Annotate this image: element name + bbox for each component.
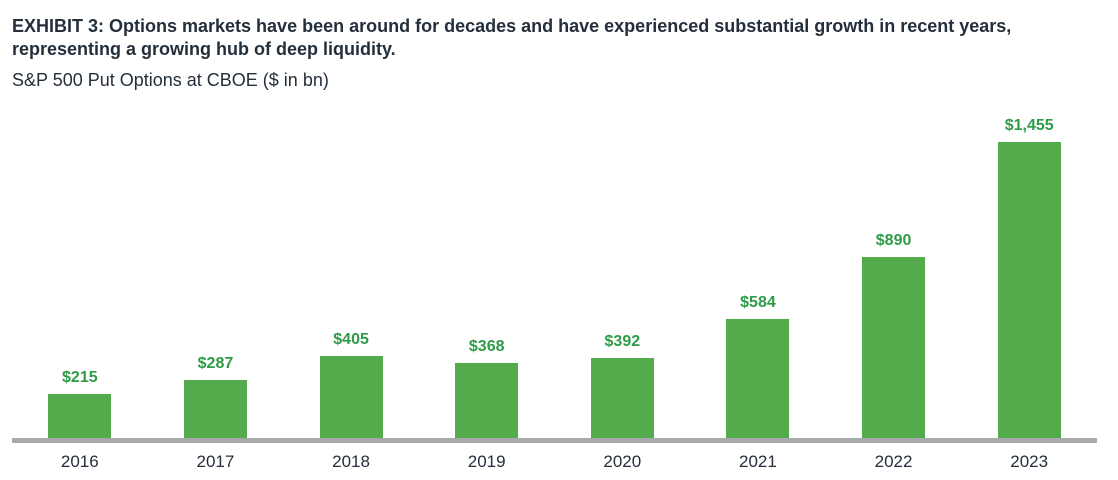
x-axis-tick-labels: 2016 2017 2018 2019 2020 2021 2022 2023 <box>12 443 1097 472</box>
bar-column-2018: $405 <box>283 108 419 438</box>
value-label-2018: $405 <box>333 331 369 348</box>
bar-2023 <box>997 142 1061 438</box>
bar-column-2019: $368 <box>419 108 555 438</box>
bar-2019 <box>455 363 519 438</box>
bar-2018 <box>319 356 383 438</box>
value-label-2019: $368 <box>468 338 505 355</box>
bar-column-2017: $287 <box>148 108 284 438</box>
bar-column-2016: $215 <box>12 108 148 438</box>
bar-2022 <box>862 257 926 438</box>
value-label-2020: $392 <box>604 333 641 350</box>
value-label-2022: $890 <box>875 232 912 249</box>
bar-column-2021: $584 <box>690 108 826 438</box>
bar-2020 <box>590 358 654 438</box>
x-tick-label-2019: 2019 <box>467 452 506 471</box>
bar-column-2023: $1,455 <box>961 108 1097 438</box>
chart-subtitle: S&P 500 Put Options at CBOE ($ in bn) <box>12 70 329 90</box>
x-tick-label-2020: 2020 <box>603 452 642 471</box>
bar-column-2022: $890 <box>826 108 962 438</box>
x-tick-label-2021: 2021 <box>739 452 777 471</box>
bar-chart-plot-area: $215 $287 $405 $368 $392 $584 $890 $1,455 <box>12 108 1097 438</box>
x-tick-label-2016: 2016 <box>60 452 99 471</box>
value-label-2016: $215 <box>62 369 98 386</box>
bar-2021 <box>726 319 790 438</box>
x-tick-label-2017: 2017 <box>196 452 235 471</box>
bar-2017 <box>183 380 247 438</box>
value-label-2021: $584 <box>740 294 776 311</box>
x-axis-line <box>12 438 1097 443</box>
exhibit-title-line-2: representing a growing hub of deep liqui… <box>12 39 396 59</box>
x-tick-label-2022: 2022 <box>874 452 913 471</box>
exhibit-title-line-1: EXHIBIT 3: Options markets have been aro… <box>12 16 1012 36</box>
x-tick-label-2023: 2023 <box>1010 452 1049 471</box>
bar-2016 <box>48 394 112 438</box>
value-label-2017: $287 <box>197 355 234 372</box>
x-tick-label-2018: 2018 <box>332 452 370 471</box>
value-label-2023: $1,455 <box>1004 117 1054 134</box>
bar-column-2020: $392 <box>555 108 691 438</box>
